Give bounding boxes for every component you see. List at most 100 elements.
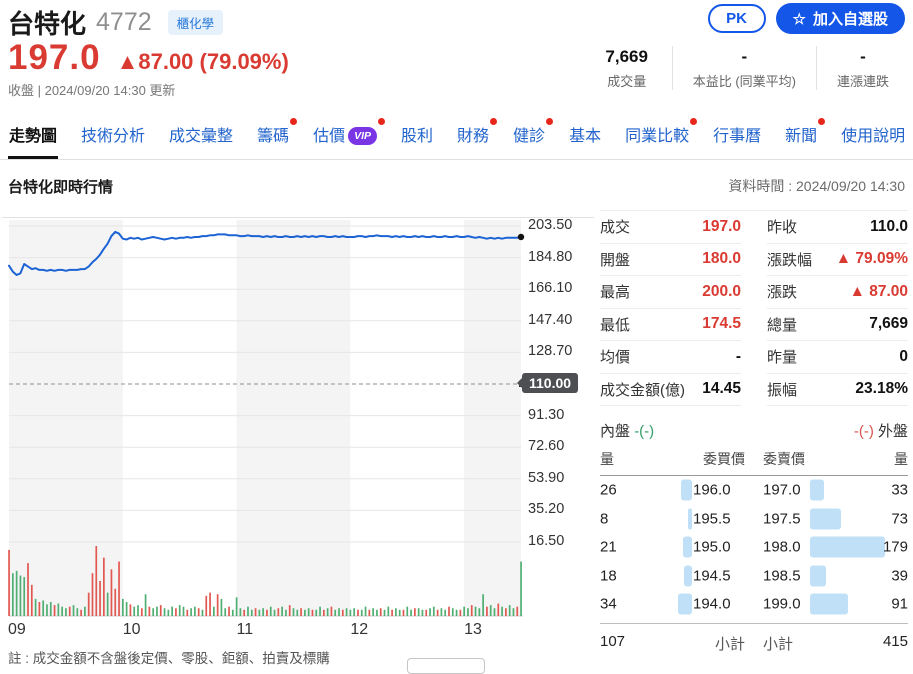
- chart-canvas[interactable]: [4, 219, 526, 619]
- buy-side[interactable]: 26 196.0: [600, 476, 745, 505]
- volume-bar: [118, 561, 120, 616]
- intraday-chart[interactable]: 203.50 184.80 166.10 147.40 128.70 110.00 91.3…: [2, 217, 594, 649]
- buy-side[interactable]: 34 194.0: [600, 590, 745, 619]
- data-time: 資料時間 : 2024/09/20 14:30: [728, 178, 905, 194]
- volume-bar: [247, 606, 249, 616]
- volume-bar: [11, 573, 14, 616]
- volume-bar: [30, 584, 33, 616]
- volume-bar: [334, 609, 337, 616]
- tab-走勢圖[interactable]: 走勢圖: [8, 122, 59, 159]
- volume-bar: [353, 608, 356, 616]
- x-axis-label: 11: [236, 621, 254, 638]
- orderbook-row: 21 195.0 198.0 179: [600, 533, 908, 562]
- tab-label: 健診: [513, 128, 546, 145]
- buy-volume: 26: [600, 481, 617, 499]
- sell-side[interactable]: 197.5 73: [763, 505, 908, 534]
- tab-健診[interactable]: 健診: [512, 118, 554, 159]
- header-buttons: PK ☆ 加入自選股: [707, 3, 905, 34]
- volume-bar: [133, 606, 136, 616]
- tab-同業比較[interactable]: 同業比較: [624, 118, 698, 159]
- sell-volume-bar: [810, 593, 848, 615]
- tab-基本[interactable]: 基本: [568, 122, 602, 159]
- volume-bar: [125, 602, 128, 616]
- sell-side[interactable]: 198.0 179: [763, 533, 908, 562]
- volume-bar: [463, 606, 466, 616]
- buy-side[interactable]: 18 194.5: [600, 562, 745, 591]
- quote-row: 均價 -: [600, 341, 741, 374]
- quote-row: 漲跌幅 ▲ 79.09%: [767, 244, 908, 276]
- add-watchlist-button[interactable]: ☆ 加入自選股: [775, 3, 905, 34]
- sell-side[interactable]: 199.0 91: [763, 590, 908, 619]
- buy-price: 195.0: [693, 538, 731, 556]
- buy-subtotal: 107 小計: [600, 633, 745, 654]
- volume-bar: [258, 609, 261, 616]
- industry-badge[interactable]: 櫃化學: [167, 10, 224, 35]
- buy-side[interactable]: 21 195.0: [600, 533, 745, 562]
- buy-price: 194.5: [693, 567, 731, 585]
- volume-bar: [300, 608, 302, 616]
- volume-bar: [159, 605, 162, 616]
- buy-volume: 8: [600, 510, 609, 528]
- quote-label: 成交金額(億): [600, 381, 685, 399]
- volume-bar: [285, 609, 287, 616]
- volume-bar: [262, 608, 265, 616]
- tab-label: 財務: [457, 128, 490, 145]
- tab-估價[interactable]: 估價 VIP: [312, 118, 386, 159]
- vip-badge: VIP: [348, 127, 378, 145]
- volume-bar: [451, 608, 454, 616]
- clipped-button[interactable]: [407, 658, 485, 674]
- tab-財務[interactable]: 財務: [456, 118, 498, 159]
- header-stats: 7,669 成交量 - 本益比 (同業平均) - 連漲連跌: [582, 46, 909, 90]
- tab-行事曆[interactable]: 行事曆: [712, 122, 762, 159]
- volume-bar: [376, 609, 378, 616]
- stock-name: 台特化: [8, 9, 87, 39]
- volume-bar: [76, 608, 79, 616]
- sell-subtotal: 小計 415: [763, 633, 908, 654]
- quote-label: 開盤: [600, 251, 631, 269]
- sell-price: 197.0: [763, 481, 801, 499]
- volume-bar: [148, 606, 151, 616]
- quote-value: 14.45: [702, 380, 741, 398]
- volume-bar: [432, 606, 435, 616]
- volume-bar: [243, 609, 246, 616]
- tab-label: 技術分析: [81, 128, 146, 145]
- volume-bar: [239, 608, 242, 616]
- outer-value: -(-): [853, 423, 874, 440]
- volume-bar: [171, 606, 173, 616]
- y-axis-label: 91.30: [528, 406, 565, 423]
- volume-bar: [27, 563, 29, 616]
- volume-bar: [436, 609, 439, 616]
- pk-button[interactable]: PK: [707, 4, 766, 33]
- sell-volume: 91: [891, 595, 908, 613]
- tab-新聞[interactable]: 新聞: [784, 118, 826, 159]
- tab-成交彙整[interactable]: 成交彙整: [168, 122, 234, 159]
- last-price-dot: [517, 233, 525, 241]
- new-dot-icon: [690, 118, 698, 125]
- quote-label: 昨收: [767, 219, 798, 237]
- tab-使用說明[interactable]: 使用說明: [840, 122, 906, 159]
- tab-籌碼[interactable]: 籌碼: [256, 118, 298, 159]
- outer-label: 外盤: [877, 423, 908, 440]
- sell-price: 198.5: [763, 567, 801, 585]
- tab-股利[interactable]: 股利: [400, 122, 434, 159]
- volume-bar: [486, 606, 488, 616]
- tab-技術分析[interactable]: 技術分析: [80, 122, 146, 159]
- volume-bar: [387, 606, 390, 616]
- sell-volume-bar: [810, 536, 885, 558]
- volume-bar: [68, 606, 71, 616]
- volume-bar: [8, 549, 10, 616]
- volume-bar: [235, 597, 238, 616]
- sell-price: 197.5: [763, 510, 801, 528]
- quote-value: 200.0: [702, 282, 741, 300]
- sell-side[interactable]: 198.5 39: [763, 562, 908, 591]
- sell-side[interactable]: 197.0 33: [763, 476, 908, 505]
- volume-bar: [330, 606, 333, 616]
- volume-bar: [213, 606, 215, 616]
- stat-value: 7,669: [605, 47, 648, 66]
- buy-vol-header: 量: [600, 451, 614, 467]
- last-price: 197.0: [8, 38, 101, 77]
- x-axis-label: 13: [464, 621, 482, 638]
- stat-item-1: - 本益比 (同業平均): [671, 46, 816, 90]
- quote-row: 最高 200.0: [600, 276, 741, 309]
- buy-side[interactable]: 8 195.5: [600, 505, 745, 534]
